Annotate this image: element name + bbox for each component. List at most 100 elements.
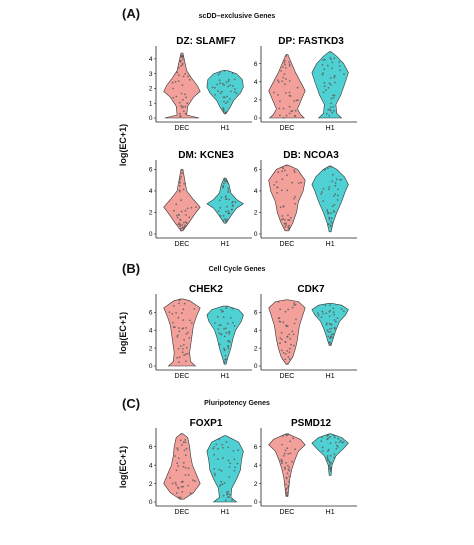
- data-point-dp-fastkd3-h1: [323, 58, 326, 61]
- data-point-foxp1-h1: [227, 459, 230, 462]
- data-point-psmd12-dec: [284, 466, 286, 469]
- data-point-dz-slamf7-dec: [174, 80, 177, 83]
- data-point-psmd12-dec: [284, 489, 287, 491]
- data-point-chek2-dec: [182, 308, 185, 311]
- data-point-db-ncoa3-h1: [327, 211, 330, 214]
- data-point-dp-fastkd3-dec: [295, 99, 298, 102]
- data-point-dz-slamf7-dec: [182, 55, 185, 58]
- data-point-foxp1-dec: [171, 482, 174, 485]
- data-point-chek2-dec: [172, 322, 174, 324]
- data-point-db-ncoa3-h1: [335, 178, 338, 181]
- data-point-chek2-dec: [177, 316, 180, 319]
- data-point-cdk7-h1: [325, 312, 328, 315]
- y-tick-label-chek2: 0: [149, 363, 153, 370]
- data-point-dz-slamf7-h1: [227, 85, 229, 88]
- y-tick-label-foxp1: 4: [149, 462, 153, 469]
- data-point-chek2-dec: [185, 327, 188, 329]
- data-point-psmd12-dec: [287, 468, 290, 471]
- data-point-psmd12-h1: [326, 455, 329, 457]
- x-category-label-dm-kcne3-dec: DEC: [175, 241, 190, 248]
- data-point-chek2-h1: [224, 354, 227, 357]
- data-point-db-ncoa3-h1: [329, 224, 332, 227]
- data-point-foxp1-h1: [213, 472, 216, 475]
- data-point-psmd12-dec: [285, 487, 288, 490]
- data-point-dm-kcne3-h1: [226, 205, 228, 208]
- x-category-label-psmd12-dec: DEC: [280, 509, 295, 516]
- data-point-dm-kcne3-dec: [180, 210, 183, 213]
- data-point-dp-fastkd3-dec: [288, 112, 291, 115]
- data-point-dp-fastkd3-h1: [328, 115, 331, 117]
- data-point-dp-fastkd3-h1: [339, 69, 342, 72]
- x-category-label-chek2-h1: H1: [221, 373, 230, 380]
- x-category-label-dz-slamf7-h1: H1: [221, 125, 230, 132]
- data-point-dp-fastkd3-h1: [321, 64, 324, 66]
- data-point-dp-fastkd3-h1: [333, 109, 335, 112]
- data-point-db-ncoa3-h1: [324, 168, 327, 171]
- data-point-psmd12-h1: [327, 437, 330, 439]
- data-point-dm-kcne3-dec: [185, 221, 187, 224]
- data-point-db-ncoa3-dec: [288, 224, 291, 227]
- data-point-db-ncoa3-dec: [297, 182, 300, 184]
- data-point-psmd12-h1: [327, 459, 329, 462]
- data-point-db-ncoa3-dec: [300, 181, 302, 184]
- data-point-psmd12-h1: [333, 453, 336, 456]
- data-point-foxp1-h1: [232, 450, 235, 452]
- data-point-dm-kcne3-h1: [228, 212, 231, 215]
- data-point-dz-slamf7-h1: [219, 72, 221, 74]
- data-point-dm-kcne3-h1: [227, 191, 229, 194]
- data-point-foxp1-h1: [228, 476, 231, 478]
- data-point-dz-slamf7-dec: [181, 58, 184, 61]
- data-point-db-ncoa3-dec: [281, 178, 284, 181]
- y-tick-label-foxp1: 2: [149, 481, 153, 488]
- y-tick-label-psmd12: 6: [254, 444, 258, 451]
- data-point-dm-kcne3-dec: [188, 216, 191, 219]
- data-point-db-ncoa3-h1: [330, 212, 332, 215]
- data-point-chek2-h1: [225, 307, 227, 309]
- data-point-chek2-dec: [178, 330, 181, 333]
- data-point-chek2-h1: [228, 331, 231, 333]
- data-point-dp-fastkd3-dec: [273, 91, 275, 94]
- y-tick-label-cdk7: 6: [254, 310, 258, 317]
- data-point-chek2-dec: [168, 311, 171, 313]
- data-point-dp-fastkd3-h1: [333, 57, 336, 60]
- data-point-dm-kcne3-dec: [178, 190, 181, 193]
- data-point-chek2-dec: [182, 319, 185, 321]
- data-point-psmd12-h1: [328, 464, 331, 467]
- data-point-psmd12-dec: [287, 433, 290, 436]
- x-category-label-chek2-dec: DEC: [175, 373, 190, 380]
- data-point-db-ncoa3-dec: [285, 164, 288, 167]
- y-tick-label-dm-kcne3: 0: [149, 231, 153, 238]
- data-point-dm-kcne3-dec: [183, 182, 186, 185]
- data-point-dm-kcne3-dec: [179, 223, 182, 226]
- data-point-dz-slamf7-h1: [229, 84, 232, 87]
- data-point-db-ncoa3-dec: [275, 181, 278, 183]
- data-point-dz-slamf7-h1: [225, 102, 227, 105]
- data-point-psmd12-h1: [338, 441, 341, 443]
- data-point-dz-slamf7-h1: [220, 90, 223, 93]
- data-point-psmd12-dec: [283, 452, 286, 455]
- data-point-foxp1-dec: [177, 487, 180, 490]
- data-point-dp-fastkd3-h1: [330, 84, 332, 86]
- data-point-cdk7-dec: [280, 331, 283, 334]
- data-point-psmd12-dec: [287, 452, 290, 455]
- data-point-dz-slamf7-h1: [223, 100, 225, 103]
- data-point-dm-kcne3-dec: [179, 185, 181, 187]
- x-category-label-db-ncoa3-h1: H1: [326, 241, 335, 248]
- data-point-psmd12-h1: [335, 441, 337, 444]
- data-point-dm-kcne3-dec: [182, 188, 185, 191]
- data-point-dp-fastkd3-h1: [333, 94, 336, 97]
- data-point-foxp1-dec: [184, 474, 187, 476]
- data-point-cdk7-dec: [292, 333, 295, 336]
- data-point-db-ncoa3-dec: [289, 216, 292, 219]
- data-point-dp-fastkd3-dec: [283, 59, 286, 62]
- data-point-foxp1-dec: [180, 486, 183, 488]
- data-point-dm-kcne3-h1: [222, 219, 225, 222]
- data-point-cdk7-dec: [291, 330, 294, 333]
- data-point-dm-kcne3-dec: [186, 207, 189, 210]
- data-point-dz-slamf7-h1: [225, 81, 228, 84]
- data-point-dp-fastkd3-dec: [277, 94, 279, 96]
- data-point-dp-fastkd3-h1: [328, 82, 331, 85]
- data-point-dp-fastkd3-dec: [297, 99, 299, 102]
- data-point-db-ncoa3-h1: [330, 217, 333, 220]
